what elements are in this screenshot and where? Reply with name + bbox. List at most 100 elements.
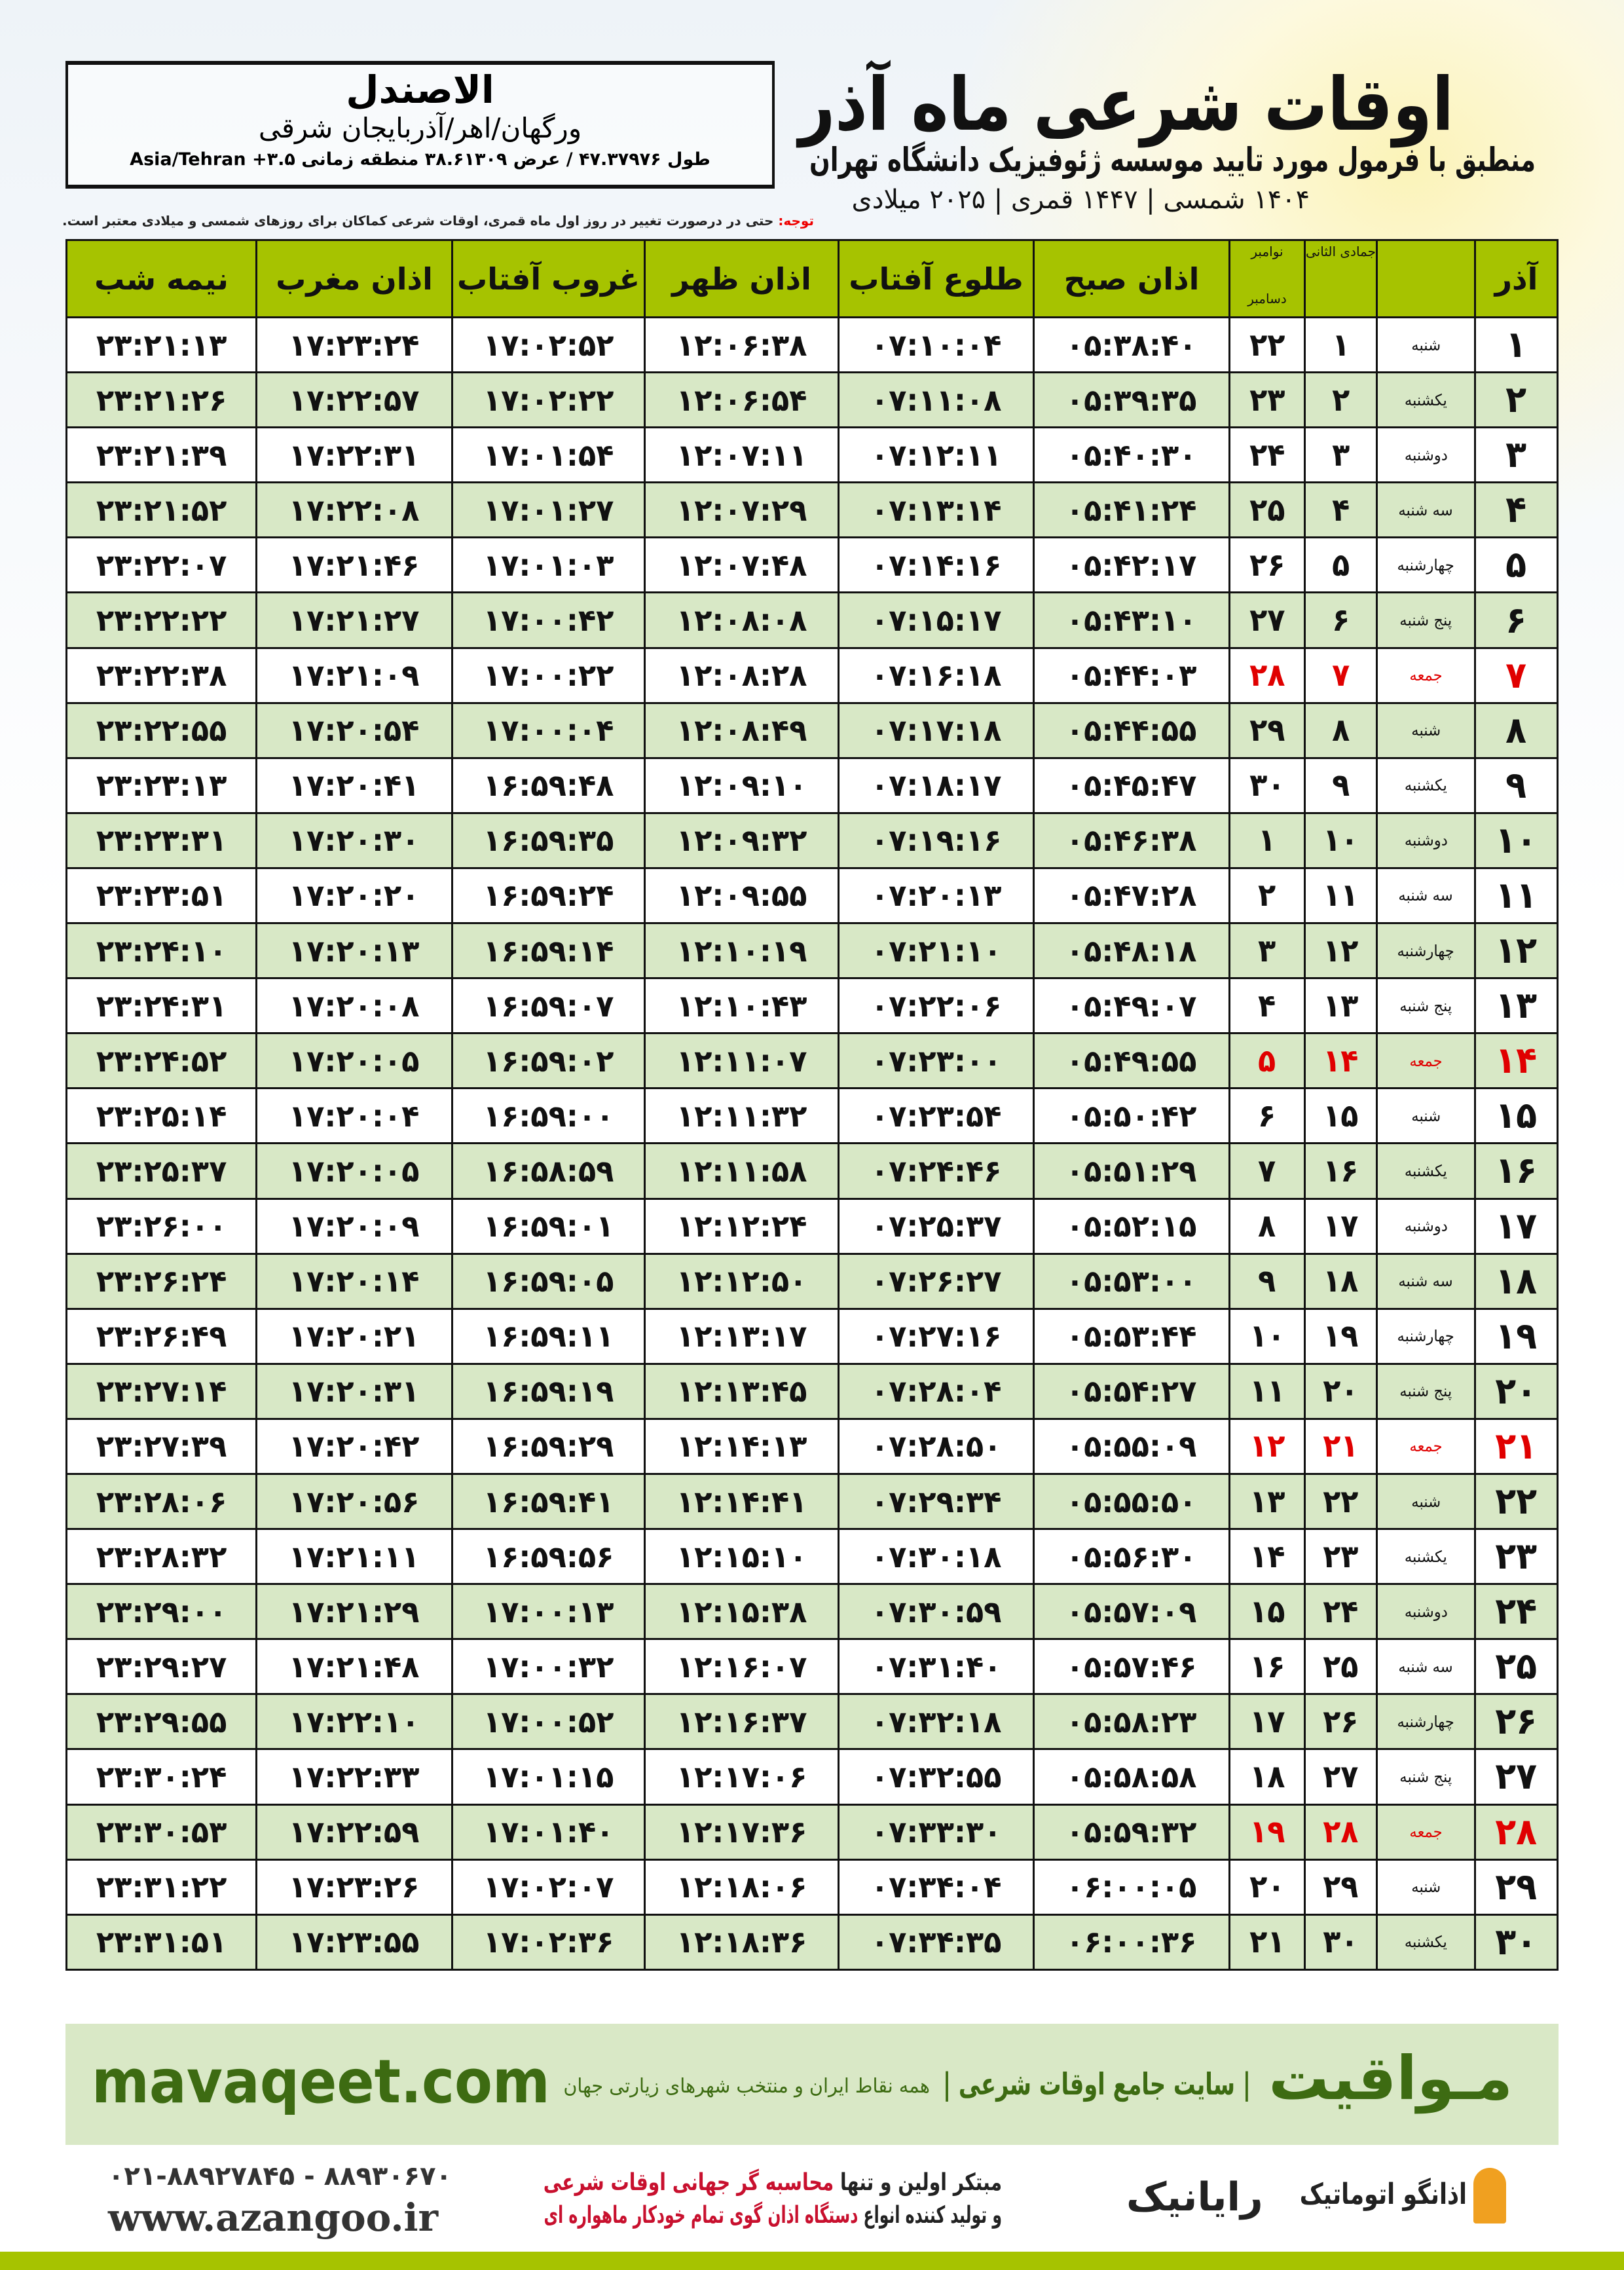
cell-text: ۰۵:۵۲:۱۵: [1066, 1208, 1197, 1244]
cell-gregorian-day: ۲۵: [1228, 481, 1306, 539]
cell-gregorian-day: ۲۲: [1228, 316, 1306, 374]
cell-midnight: ۲۳:۲۱:۱۳: [65, 316, 257, 374]
cell-sunset: ۱۷:۰۰:۵۲: [451, 1693, 646, 1751]
cell-text: ۱۲:۱۰:۱۹: [676, 933, 807, 969]
cell-text: سه شنبه: [1398, 1657, 1454, 1676]
cell-text: ۲۳:۳۱:۲۲: [96, 1869, 227, 1905]
cell-gregorian-day: ۳۰: [1228, 756, 1306, 814]
cell-text: ۱۷:۲۲:۵۷: [289, 382, 420, 418]
cell-text: ۱۹: [1495, 1314, 1538, 1358]
cell-dhuhr: ۱۲:۱۶:۳۷: [644, 1693, 840, 1751]
cell-jumada-day: ۹: [1304, 756, 1378, 814]
cell-text: ۲۳:۲۵:۱۴: [96, 1098, 227, 1134]
cell-day: ۲۰: [1474, 1362, 1559, 1420]
cell-sunset: ۱۶:۵۹:۰۷: [451, 977, 646, 1035]
cell-text: ۱۷:۰۰:۴۲: [483, 603, 614, 639]
cell-text: ۱۲:۱۱:۰۷: [676, 1043, 807, 1079]
cell-sunrise: ۰۷:۲۷:۱۶: [838, 1307, 1035, 1365]
banner-url-link[interactable]: mavaqeet.com: [92, 2047, 550, 2117]
cell-weekday: دوشنبه: [1376, 1583, 1476, 1641]
cell-text: ۰۵:۴۷:۲۸: [1066, 878, 1197, 914]
cell-maghrib: ۱۷:۲۱:۴۸: [255, 1638, 453, 1696]
cell-text: پنج شنبه: [1399, 996, 1452, 1015]
cell-text: سه شنبه: [1398, 500, 1454, 519]
cell-text: ۱۷:۲۰:۰۵: [289, 1153, 420, 1189]
table-row: ۱۹ چهارشنبه ۱۹ ۱۰ ۰۵:۵۳:۴۴ ۰۷:۲۷:۱۶ ۱۲:۱۳:۱۷ ۱۶…: [65, 1307, 1559, 1365]
cell-text: ۴: [1331, 491, 1350, 529]
cell-day: ۲۳: [1474, 1528, 1559, 1586]
cell-maghrib: ۱۷:۲۳:۵۵: [255, 1913, 453, 1971]
cell-gregorian-day: ۱: [1228, 811, 1306, 869]
cell-dhuhr: ۱۲:۱۵:۱۰: [644, 1528, 840, 1586]
cell-text: ۰۶:۰۰:۰۵: [1066, 1869, 1197, 1905]
cell-text: ۱۹: [1249, 1814, 1285, 1851]
cell-dhuhr: ۱۲:۰۹:۳۲: [644, 811, 840, 869]
cell-text: ۱۷:۲۰:۱۴: [289, 1263, 420, 1299]
cell-text: ۱۴: [1323, 1042, 1359, 1079]
cell-sunrise: ۰۷:۱۲:۱۱: [838, 426, 1035, 484]
cell-text: ۱۲:۱۲:۲۴: [676, 1208, 807, 1244]
cell-text: ۰۵:۴۲:۱۷: [1066, 547, 1197, 583]
cell-text: ۲۳: [1323, 1538, 1359, 1575]
cell-text: ۱۷:۲۲:۱۰: [289, 1703, 420, 1740]
cell-weekday: دوشنبه: [1376, 1197, 1476, 1255]
cell-text: ۲۲: [1495, 1480, 1538, 1523]
cell-text: ۱۷:۲۲:۵۹: [289, 1814, 420, 1850]
cell-text: ۲۳:۲۹:۵۵: [96, 1703, 227, 1740]
cell-text: ۱۲:۰۸:۰۸: [676, 603, 807, 639]
cell-fajr: ۰۵:۵۳:۰۰: [1033, 1252, 1230, 1310]
cell-sunrise: ۰۷:۲۳:۵۴: [838, 1087, 1035, 1145]
cell-sunrise: ۰۷:۳۳:۳۰: [838, 1803, 1035, 1861]
cell-gregorian-day: ۱۰: [1228, 1307, 1306, 1365]
cell-weekday: یکشنبه: [1376, 1142, 1476, 1200]
cell-text: ۱۲:۱۸:۰۶: [676, 1869, 807, 1905]
table-row: ۲۰ پنج شنبه ۲۰ ۱۱ ۰۵:۵۴:۲۷ ۰۷:۲۸:۰۴ ۱۲:۱۳:۴۵ ۱۶…: [65, 1362, 1559, 1420]
cell-sunrise: ۰۷:۱۵:۱۷: [838, 591, 1035, 649]
cell-day: ۱۷: [1474, 1197, 1559, 1255]
cell-text: ۱۵: [1323, 1097, 1359, 1134]
cell-text: ۱۷:۲۰:۳۱: [289, 1373, 420, 1409]
cell-text: ۱۷:۲۰:۲۰: [289, 878, 420, 914]
cell-text: ۰۷:۳۳:۳۰: [870, 1814, 1002, 1850]
cell-text: ۲۱: [1323, 1428, 1359, 1465]
cell-text: ۲۳:۳۱:۵۱: [96, 1924, 227, 1960]
cell-day: ۲۹: [1474, 1858, 1559, 1916]
cell-fajr: ۰۵:۴۵:۴۷: [1033, 756, 1230, 814]
cell-midnight: ۲۳:۲۳:۱۳: [65, 756, 257, 814]
cell-fajr: ۰۵:۴۴:۰۳: [1033, 646, 1230, 704]
cell-midnight: ۲۳:۲۶:۰۰: [65, 1197, 257, 1255]
cell-sunrise: ۰۷:۱۱:۰۸: [838, 371, 1035, 429]
cell-text: دوشنبه: [1404, 1602, 1448, 1621]
cell-text: ۱۲:۱۱:۳۲: [676, 1098, 807, 1134]
cell-text: یکشنبه: [1404, 1547, 1447, 1566]
cell-maghrib: ۱۷:۲۲:۵۹: [255, 1803, 453, 1861]
cell-jumada-day: ۱۳: [1304, 977, 1378, 1035]
cell-dhuhr: ۱۲:۰۹:۱۰: [644, 756, 840, 814]
cell-day: ۲۸: [1474, 1803, 1559, 1861]
cell-dhuhr: ۱۲:۱۳:۴۵: [644, 1362, 840, 1420]
cell-gregorian-day: ۲۹: [1228, 701, 1306, 759]
cell-text: ۲۳:۲۴:۵۲: [96, 1043, 227, 1079]
cell-maghrib: ۱۷:۲۰:۰۵: [255, 1032, 453, 1090]
cell-text: ۱۲:۱۰:۴۳: [676, 988, 807, 1024]
cell-text: ۱۷:۰۱:۴۰: [483, 1814, 614, 1850]
cell-text: ۱۲:۰۹:۱۰: [676, 768, 807, 804]
cell-text: ۶: [1331, 602, 1350, 639]
cell-text: ۱۶:۵۹:۵۶: [483, 1538, 614, 1574]
table-row: ۹ یکشنبه ۹ ۳۰ ۰۵:۴۵:۴۷ ۰۷:۱۸:۱۷ ۱۲:۰۹:۱۰ ۱۶:۵۹:…: [65, 756, 1559, 814]
cell-text: ۰۵:۵۳:۴۴: [1066, 1318, 1197, 1354]
cell-fajr: ۰۵:۵۳:۴۴: [1033, 1307, 1230, 1365]
header-nov-dec: نوامبر دسامبر: [1228, 239, 1306, 318]
cell-text: ۱۷:۰۲:۰۷: [483, 1869, 614, 1905]
cell-text: ۲۳:۲۶:۲۴: [96, 1263, 227, 1299]
cell-text: ۲۱: [1249, 1924, 1285, 1961]
footer-website-link[interactable]: www.azangoo.ir: [108, 2195, 439, 2240]
header-dec: دسامبر: [1247, 291, 1287, 307]
cell-fajr: ۰۵:۴۴:۵۵: [1033, 701, 1230, 759]
cell-text: ۱۷:۲۰:۰۵: [289, 1043, 420, 1079]
cell-sunrise: ۰۷:۱۸:۱۷: [838, 756, 1035, 814]
cell-weekday: پنج شنبه: [1376, 977, 1476, 1035]
cell-text: ۵: [1258, 1042, 1276, 1079]
cell-dhuhr: ۱۲:۱۷:۳۶: [644, 1803, 840, 1861]
cell-fajr: ۰۵:۳۹:۳۵: [1033, 371, 1230, 429]
